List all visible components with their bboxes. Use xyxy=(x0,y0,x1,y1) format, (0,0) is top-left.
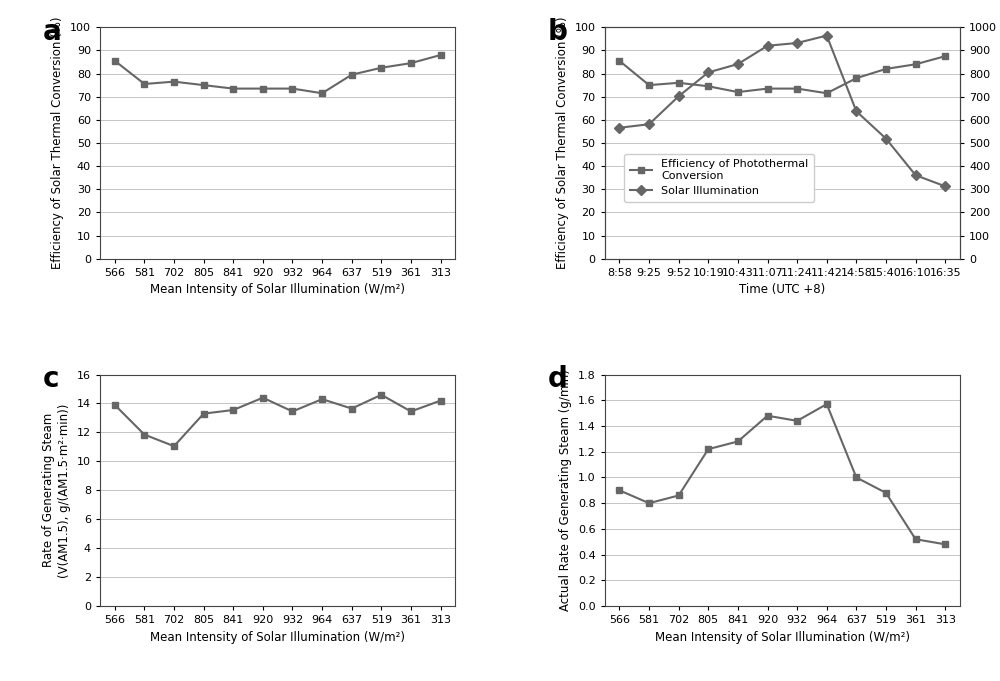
Y-axis label: Efficiency of Solar Thermal Conversion (%): Efficiency of Solar Thermal Conversion (… xyxy=(51,17,64,269)
Text: c: c xyxy=(43,365,60,394)
Line: Solar Illumination: Solar Illumination xyxy=(616,32,949,190)
Solar Illumination xyxy=(880,135,892,143)
Efficiency of Photothermal
Conversion xyxy=(910,60,922,68)
Y-axis label: Rate of Generating Steam
(V(AM1.5), g/(AM1.5·m²·min)): Rate of Generating Steam (V(AM1.5), g/(A… xyxy=(42,403,71,577)
Efficiency of Photothermal
Conversion xyxy=(821,89,833,97)
Solar Illumination xyxy=(762,42,774,50)
Efficiency of Photothermal
Conversion xyxy=(673,79,685,87)
Solar Illumination xyxy=(732,60,744,68)
Efficiency of Photothermal
Conversion xyxy=(762,84,774,93)
Efficiency of Photothermal
Conversion xyxy=(791,84,803,93)
Efficiency of Photothermal
Conversion xyxy=(702,82,714,91)
Legend: Efficiency of Photothermal
Conversion, Solar Illumination: Efficiency of Photothermal Conversion, S… xyxy=(624,154,814,202)
Efficiency of Photothermal
Conversion xyxy=(643,81,655,89)
Efficiency of Photothermal
Conversion xyxy=(939,52,951,61)
Solar Illumination xyxy=(643,120,655,128)
Solar Illumination xyxy=(821,31,833,39)
Solar Illumination xyxy=(613,124,625,132)
Efficiency of Photothermal
Conversion xyxy=(732,88,744,96)
Text: b: b xyxy=(548,18,568,46)
X-axis label: Mean Intensity of Solar Illumination (W/m²): Mean Intensity of Solar Illumination (W/… xyxy=(655,631,910,644)
Solar Illumination xyxy=(850,107,862,115)
Efficiency of Photothermal
Conversion xyxy=(850,74,862,82)
Efficiency of Photothermal
Conversion xyxy=(613,57,625,65)
Text: a: a xyxy=(43,18,62,46)
Solar Illumination xyxy=(910,171,922,179)
Y-axis label: Actual Rate of Generating Steam (g/min): Actual Rate of Generating Steam (g/min) xyxy=(559,369,572,612)
Solar Illumination xyxy=(673,92,685,100)
Text: d: d xyxy=(548,365,568,394)
Efficiency of Photothermal
Conversion xyxy=(880,65,892,73)
Solar Illumination xyxy=(702,68,714,76)
X-axis label: Time (UTC +8): Time (UTC +8) xyxy=(739,283,825,296)
Solar Illumination xyxy=(791,39,803,47)
Line: Efficiency of Photothermal
Conversion: Efficiency of Photothermal Conversion xyxy=(616,52,949,97)
Solar Illumination xyxy=(939,183,951,191)
X-axis label: Mean Intensity of Solar Illumination (W/m²): Mean Intensity of Solar Illumination (W/… xyxy=(150,283,405,296)
X-axis label: Mean Intensity of Solar Illumination (W/m²): Mean Intensity of Solar Illumination (W/… xyxy=(150,631,405,644)
Y-axis label: Efficiency of Solar Thermal Conversion (%): Efficiency of Solar Thermal Conversion (… xyxy=(556,17,569,269)
